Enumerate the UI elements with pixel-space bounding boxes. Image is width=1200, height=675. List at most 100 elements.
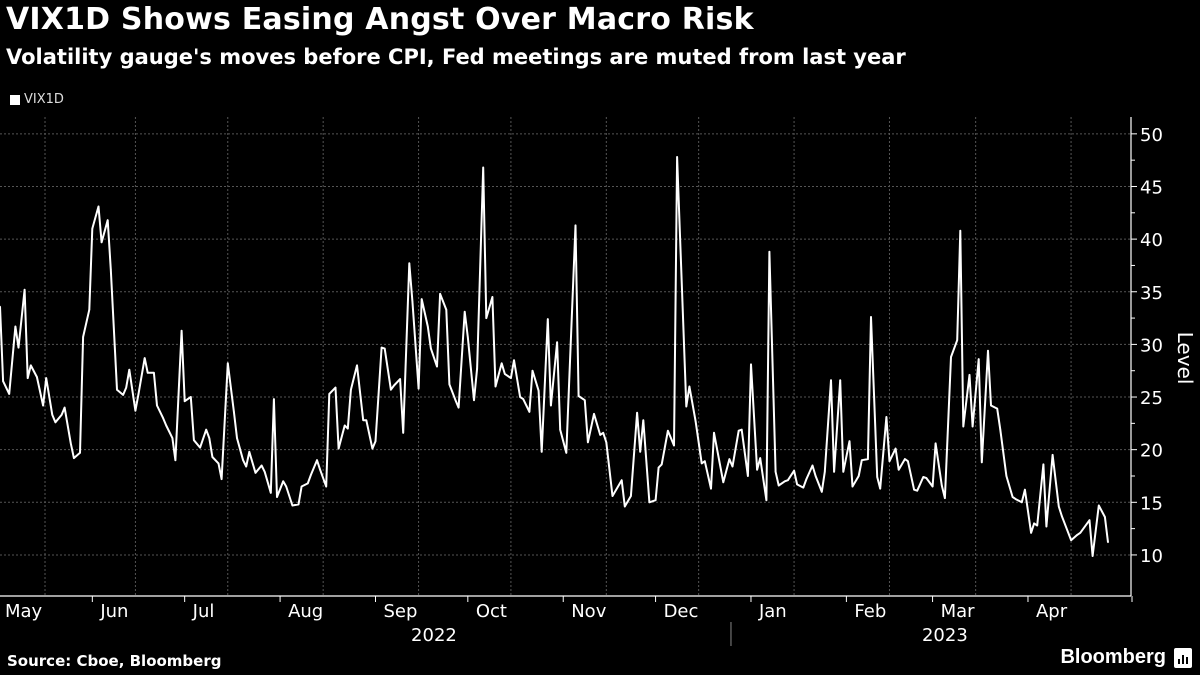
data-point — [673, 444, 675, 447]
data-point — [205, 428, 208, 431]
data-point — [393, 384, 395, 387]
data-point — [513, 359, 515, 361]
data-point — [710, 487, 712, 490]
data-point — [134, 409, 137, 412]
data-point — [276, 496, 278, 498]
x-tick-label: Jun — [99, 601, 128, 622]
data-point — [328, 393, 331, 395]
x-tick-label: Jul — [192, 601, 215, 622]
data-point — [802, 486, 805, 489]
data-point — [740, 428, 743, 431]
data-point — [805, 478, 808, 480]
data-point — [297, 503, 300, 506]
data-point — [334, 386, 337, 389]
data-point — [556, 341, 558, 344]
data-point — [380, 346, 383, 349]
data-point — [593, 413, 595, 415]
y-tick-label: 20 — [1140, 441, 1163, 462]
data-point — [1024, 488, 1026, 491]
data-point — [162, 417, 164, 419]
data-point — [1079, 532, 1082, 534]
y-tick-label: 30 — [1140, 335, 1163, 356]
data-point — [925, 477, 928, 479]
x-tick-label: Feb — [854, 601, 886, 622]
data-point — [436, 365, 438, 368]
data-point — [950, 356, 952, 358]
data-point — [962, 425, 965, 428]
data-point — [143, 357, 146, 359]
data-point — [463, 310, 466, 313]
data-point — [1076, 534, 1079, 536]
data-point — [916, 489, 918, 492]
data-point — [427, 325, 429, 328]
data-point — [605, 441, 608, 444]
x-tick-label: Jan — [758, 601, 787, 622]
data-point — [343, 424, 346, 427]
data-point — [660, 463, 663, 466]
data-point — [1011, 496, 1014, 498]
data-point — [574, 224, 577, 227]
data-point — [503, 373, 506, 375]
data-point — [676, 156, 678, 158]
data-point — [14, 325, 17, 328]
legend-swatch — [10, 94, 20, 105]
legend-label: VIX1D — [24, 92, 64, 107]
data-point — [439, 293, 441, 295]
data-point — [310, 474, 312, 476]
data-point — [777, 484, 780, 487]
data-point — [759, 457, 762, 459]
data-point — [73, 457, 75, 459]
data-point — [704, 460, 706, 463]
data-point — [0, 305, 1, 308]
chart-title: VIX1D Shows Easing Angst Over Macro Risk — [6, 2, 754, 37]
data-point — [999, 428, 1002, 431]
y-tick-label: 45 — [1140, 177, 1163, 198]
legend: VIX1D — [10, 92, 64, 107]
data-point — [996, 407, 998, 410]
data-point — [811, 464, 814, 467]
data-point — [885, 416, 888, 418]
data-point — [270, 492, 272, 494]
data-point — [26, 377, 29, 379]
data-point — [623, 505, 626, 508]
data-point — [990, 404, 992, 407]
data-point — [350, 388, 352, 391]
data-point — [510, 377, 512, 379]
data-point — [876, 476, 878, 478]
data-point — [1070, 539, 1072, 542]
data-point — [977, 358, 980, 360]
data-point — [913, 488, 915, 491]
data-point — [1097, 504, 1100, 507]
data-point — [97, 205, 100, 208]
data-point — [82, 336, 84, 338]
data-point — [91, 227, 94, 230]
y-tick-label: 40 — [1140, 230, 1163, 251]
chart-subtitle: Volatility gauge's moves before CPI, Fed… — [6, 45, 906, 69]
data-point — [700, 462, 703, 465]
x-tick-label: Oct — [476, 601, 507, 622]
data-point — [193, 439, 195, 441]
data-point — [174, 459, 177, 461]
data-point — [254, 472, 257, 474]
data-point — [116, 388, 118, 391]
data-point — [774, 470, 777, 473]
data-point — [768, 250, 771, 253]
data-point — [325, 485, 328, 488]
data-point — [531, 369, 534, 372]
data-point — [1088, 519, 1091, 522]
data-point — [728, 458, 731, 460]
data-point — [245, 465, 248, 468]
data-point — [787, 479, 789, 481]
data-point — [408, 262, 411, 265]
data-point — [291, 504, 294, 507]
data-point — [620, 479, 623, 481]
y-tick-label: 50 — [1140, 125, 1163, 146]
data-point — [971, 425, 974, 428]
x-tick-label: Apr — [1036, 601, 1068, 622]
data-point — [1021, 501, 1023, 504]
data-point — [737, 429, 740, 432]
data-point — [944, 497, 946, 499]
data-point — [931, 485, 934, 488]
data-point — [907, 460, 909, 463]
data-point — [1030, 532, 1032, 534]
